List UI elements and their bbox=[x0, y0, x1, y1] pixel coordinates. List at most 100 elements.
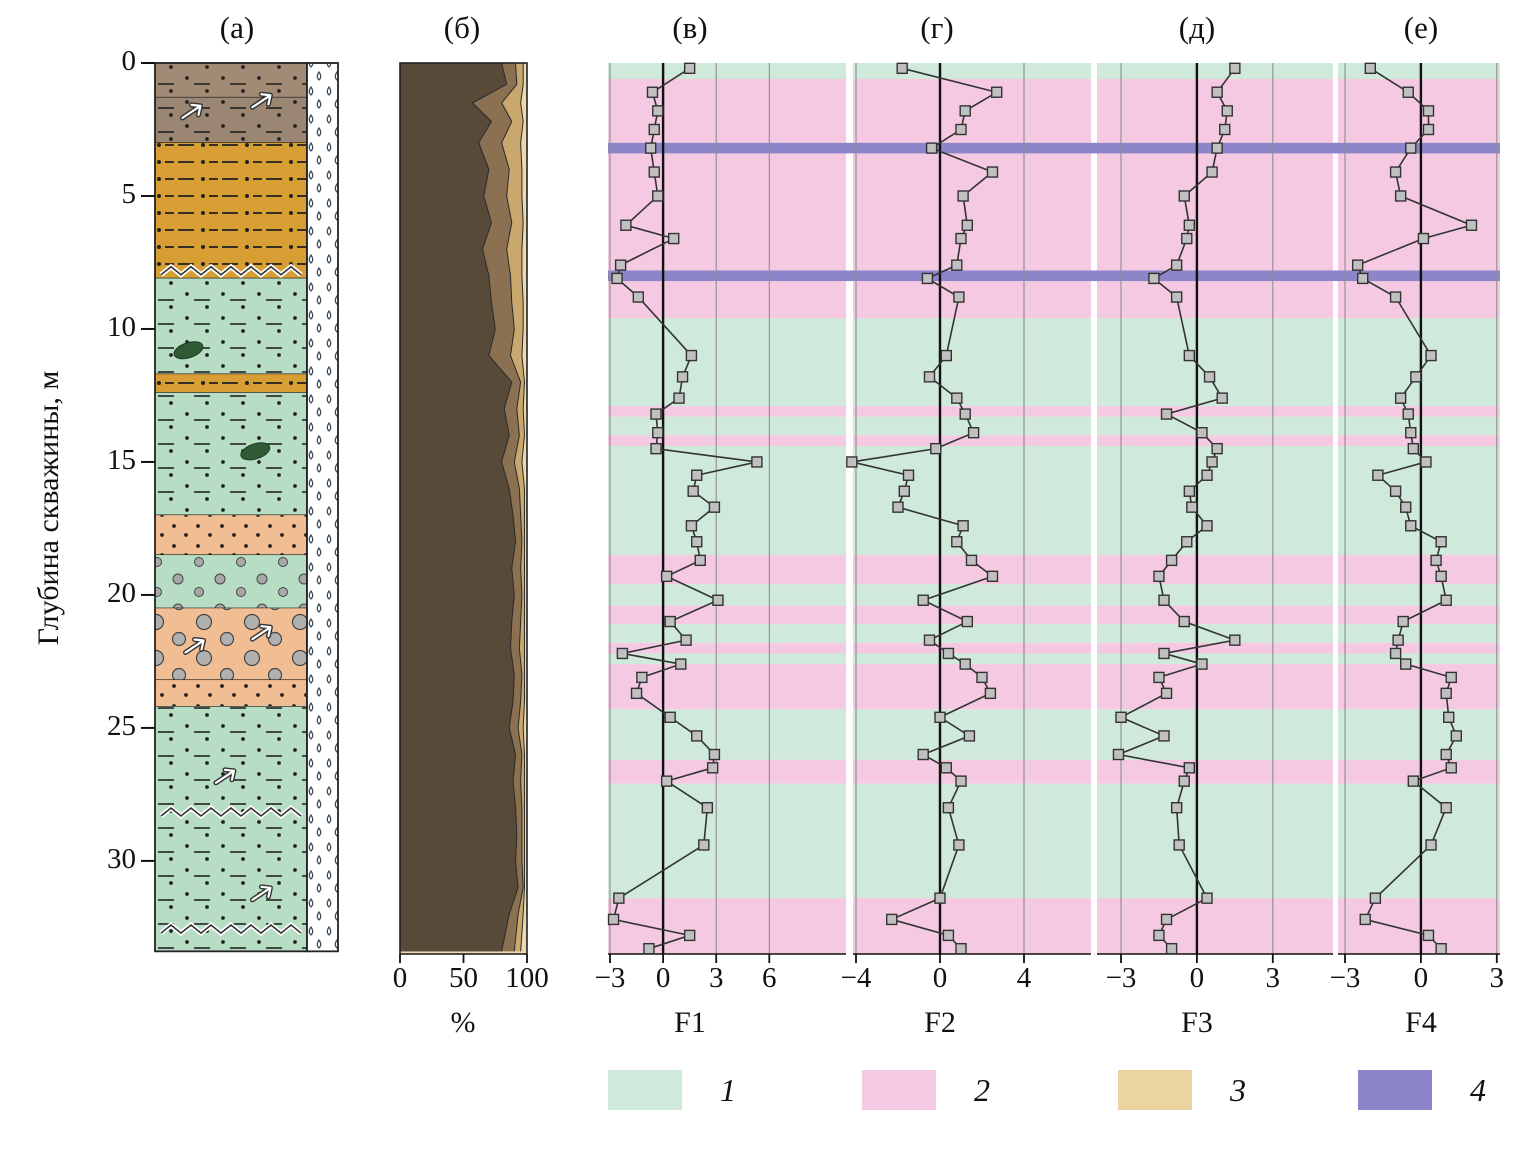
zigzag-icon bbox=[160, 265, 302, 276]
f2-marker bbox=[934, 711, 946, 723]
f2-marker bbox=[951, 259, 963, 271]
f2-tick-4: 4 bbox=[1016, 962, 1032, 994]
f1-marker bbox=[683, 62, 696, 75]
f2-marker bbox=[957, 520, 969, 532]
f3-marker bbox=[1158, 594, 1170, 606]
f1-marker bbox=[691, 469, 703, 481]
legend-label-2: 2 bbox=[974, 1071, 990, 1108]
f1-marker bbox=[751, 456, 763, 468]
f3-marker bbox=[1206, 166, 1218, 178]
legend-label-4: 4 bbox=[1470, 1071, 1486, 1108]
f1-marker bbox=[708, 501, 721, 513]
f3-marker bbox=[1183, 762, 1196, 774]
f3-marker bbox=[1170, 802, 1183, 814]
f1-marker bbox=[687, 485, 699, 497]
droplet-column bbox=[307, 63, 338, 952]
f3-marker bbox=[1196, 658, 1208, 670]
arrow-icon bbox=[251, 885, 272, 901]
f3-marker bbox=[1160, 687, 1173, 700]
f2-marker bbox=[984, 687, 997, 700]
f2-marker bbox=[961, 615, 973, 628]
f1-marker bbox=[630, 687, 643, 700]
f2-marker bbox=[955, 232, 967, 245]
f2-axis-label: F2 bbox=[924, 1006, 956, 1039]
f3-marker bbox=[1201, 520, 1213, 532]
f4-axis-label: F4 bbox=[1405, 1006, 1437, 1039]
panel-label-a: (а) bbox=[219, 10, 255, 45]
f1-marker bbox=[648, 166, 660, 178]
f1-marker bbox=[648, 123, 660, 136]
f3-marker bbox=[1178, 775, 1190, 787]
f2-marker bbox=[957, 190, 969, 202]
f1-marker bbox=[694, 554, 706, 567]
f4-marker bbox=[1465, 219, 1478, 231]
f1-marker bbox=[691, 730, 703, 742]
f3-marker bbox=[1158, 730, 1170, 742]
f2-marker bbox=[902, 469, 915, 481]
f4-marker bbox=[1397, 615, 1409, 628]
f1-marker bbox=[613, 892, 625, 904]
arrow-icon bbox=[181, 103, 202, 119]
f1-marker bbox=[652, 105, 664, 117]
f2-marker bbox=[942, 802, 955, 814]
f2-marker bbox=[923, 634, 936, 646]
f4-marker bbox=[1407, 442, 1420, 455]
f4-marker bbox=[1425, 349, 1437, 362]
percent-tick-50: 50 bbox=[449, 962, 478, 994]
panel-f1 bbox=[607, 62, 846, 963]
f2-marker bbox=[930, 442, 942, 455]
f4-marker bbox=[1420, 456, 1432, 468]
f4-tick-0: 0 bbox=[1413, 962, 1429, 994]
f1-tick-3: 3 bbox=[708, 962, 724, 994]
depth-tick-0: 0 bbox=[121, 45, 137, 77]
f3-marker bbox=[1178, 190, 1190, 202]
f1-marker bbox=[616, 647, 629, 660]
f1-marker bbox=[685, 349, 698, 362]
f3-marker bbox=[1211, 86, 1223, 98]
f1-marker bbox=[652, 426, 664, 439]
f1-marker bbox=[668, 232, 680, 245]
legend-item-3: 3 bbox=[1118, 1070, 1246, 1110]
depth-tick-10: 10 bbox=[107, 310, 136, 343]
f1-marker bbox=[607, 913, 620, 926]
f4-marker bbox=[1440, 802, 1452, 814]
f2-marker bbox=[959, 658, 971, 670]
f3-marker bbox=[1216, 392, 1228, 404]
f4-marker bbox=[1351, 259, 1364, 271]
zigzag-icon bbox=[160, 924, 302, 935]
f4-marker bbox=[1405, 520, 1417, 532]
percent-axis-label: % bbox=[450, 1006, 476, 1039]
f4-marker bbox=[1440, 687, 1452, 700]
f1-marker bbox=[701, 802, 714, 814]
f3-marker bbox=[1153, 671, 1165, 684]
f4-marker bbox=[1359, 913, 1371, 926]
lithology-panel bbox=[154, 62, 339, 953]
f4-marker bbox=[1369, 892, 1382, 904]
f3-marker bbox=[1201, 469, 1213, 481]
f4-marker bbox=[1430, 554, 1442, 567]
f4-marker bbox=[1372, 469, 1384, 481]
organic-blob-icon bbox=[240, 442, 271, 461]
f2-tick-0: 0 bbox=[932, 962, 948, 994]
f4-marker bbox=[1422, 929, 1435, 942]
f4-marker bbox=[1440, 748, 1452, 761]
f4-marker bbox=[1443, 711, 1455, 723]
f2-marker bbox=[986, 570, 999, 583]
f1-marker bbox=[673, 392, 685, 404]
fraction-dark bbox=[400, 63, 519, 952]
depth-tick-20: 20 bbox=[107, 576, 136, 609]
f2-marker bbox=[925, 142, 938, 154]
f4-marker bbox=[1389, 647, 1402, 660]
organic-blob-icon bbox=[173, 341, 204, 360]
f4-marker bbox=[1357, 272, 1369, 285]
f2-marker bbox=[896, 62, 908, 75]
depth-axis-label: Глубина скважины, м bbox=[32, 370, 65, 646]
f2-marker bbox=[942, 647, 955, 660]
f3-marker bbox=[1206, 456, 1218, 468]
axes-layer bbox=[141, 62, 155, 862]
f2-marker bbox=[921, 272, 934, 285]
f3-axis-label: F3 bbox=[1181, 1006, 1213, 1039]
f4-marker bbox=[1435, 536, 1447, 548]
f3-marker bbox=[1148, 272, 1160, 285]
f2-marker bbox=[991, 86, 1003, 98]
